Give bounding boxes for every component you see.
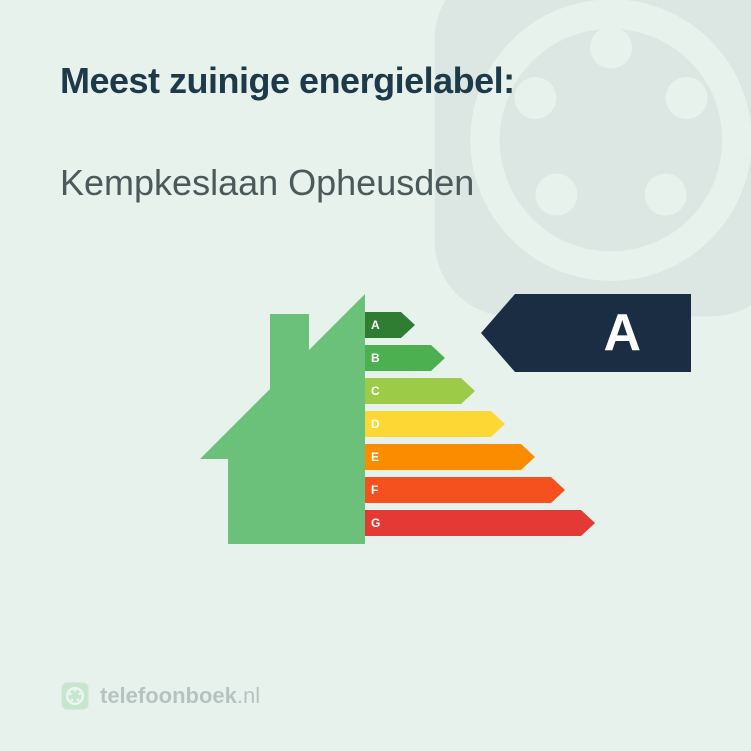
footer-brand: telefoonboek.nl: [60, 681, 260, 711]
energy-bar-letter: G: [371, 516, 380, 530]
rating-badge-letter: A: [603, 303, 641, 363]
energy-label-chart: A B C D E F G A: [60, 294, 691, 554]
location-text: Kempkeslaan Opheusden: [60, 162, 691, 204]
rating-badge: A: [481, 294, 691, 372]
energy-bar-e: E: [365, 444, 595, 470]
brand-name-bold: telefoonboek: [100, 683, 237, 708]
brand-name-suffix: .nl: [237, 683, 260, 708]
energy-bar-c: C: [365, 378, 595, 404]
house-icon: [190, 294, 365, 544]
energy-bar-letter: F: [371, 483, 378, 497]
energy-bar-letter: A: [371, 318, 380, 332]
energy-bar-d: D: [365, 411, 595, 437]
brand-icon: [60, 681, 90, 711]
energy-bar-g: G: [365, 510, 595, 536]
page-heading: Meest zuinige energielabel:: [60, 60, 691, 102]
energy-bar-letter: D: [371, 417, 380, 431]
energy-bar-letter: C: [371, 384, 380, 398]
energy-bar-letter: E: [371, 450, 379, 464]
energy-bar-letter: B: [371, 351, 380, 365]
energy-bar-f: F: [365, 477, 595, 503]
